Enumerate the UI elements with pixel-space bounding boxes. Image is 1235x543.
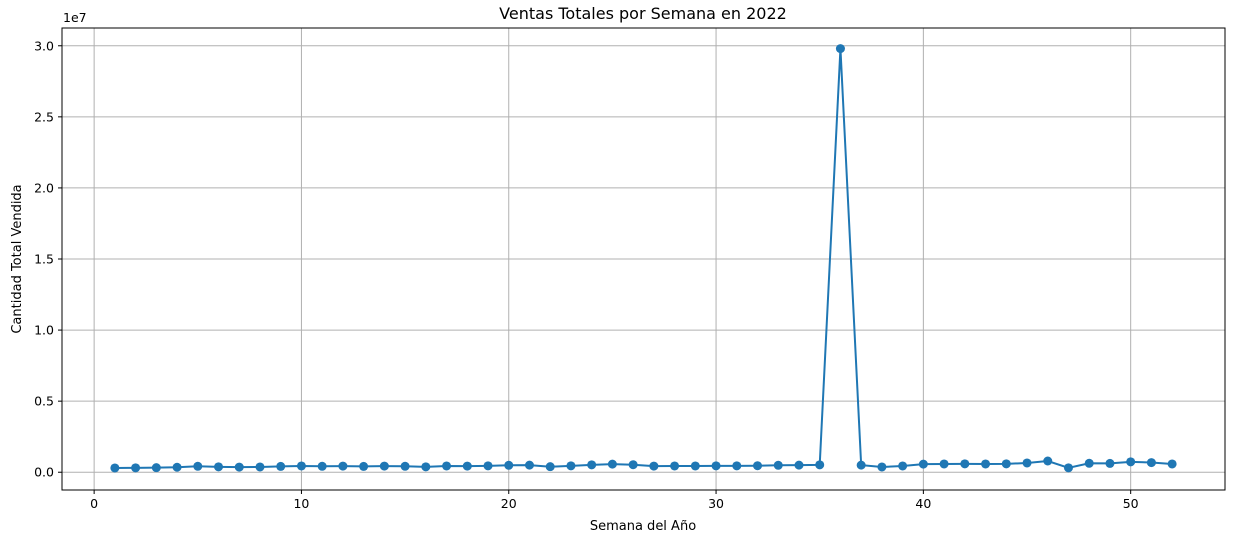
x-axis-label: Semana del Año — [590, 519, 696, 534]
data-point — [131, 463, 141, 473]
data-point — [856, 460, 866, 470]
y-tick-label: 2.0 — [34, 180, 54, 195]
data-point — [753, 461, 763, 471]
data-point — [960, 459, 970, 469]
data-point — [773, 460, 783, 470]
data-point — [981, 459, 991, 469]
data-point — [504, 460, 514, 470]
data-point — [1084, 458, 1094, 468]
data-point — [566, 461, 576, 471]
y-axis-offset-label: 1e7 — [63, 10, 87, 25]
data-point — [835, 44, 845, 54]
x-tick-label: 10 — [293, 496, 309, 511]
y-axis-label: Cantidad Total Vendida — [10, 184, 25, 333]
x-axis-ticks: 0 10 20 30 40 50 — [90, 490, 1139, 511]
data-point — [462, 461, 472, 471]
data-point — [483, 461, 493, 471]
data-point — [151, 463, 161, 473]
y-tick-label: 0.5 — [34, 394, 54, 409]
y-tick-label: 1.0 — [34, 323, 54, 338]
data-point — [524, 460, 534, 470]
chart-title: Ventas Totales por Semana en 2022 — [499, 4, 787, 23]
series-points-group — [110, 44, 1177, 473]
data-point — [898, 461, 908, 471]
data-point — [545, 462, 555, 472]
data-point — [815, 460, 825, 470]
data-point — [1146, 458, 1156, 468]
data-point — [317, 461, 327, 471]
y-tick-label: 2.5 — [34, 109, 54, 124]
x-tick-label: 50 — [1123, 496, 1139, 511]
data-point — [711, 461, 721, 471]
grid-lines — [62, 28, 1225, 490]
data-point — [359, 461, 369, 471]
data-point — [1043, 456, 1053, 466]
data-point — [877, 462, 887, 472]
data-point — [110, 463, 120, 473]
data-point — [214, 462, 224, 472]
data-point — [918, 459, 928, 469]
data-point — [172, 462, 182, 472]
y-tick-label: 0.0 — [34, 465, 54, 480]
data-point — [649, 461, 659, 471]
data-point — [939, 459, 949, 469]
data-point — [732, 461, 742, 471]
x-tick-label: 30 — [708, 496, 724, 511]
data-point — [670, 461, 680, 471]
y-axis-ticks: 0.0 0.5 1.0 1.5 2.0 2.5 3.0 — [34, 38, 62, 480]
data-point — [1022, 458, 1032, 468]
x-tick-label: 20 — [501, 496, 517, 511]
data-point — [421, 462, 431, 472]
data-point — [234, 462, 244, 472]
data-point — [1126, 457, 1136, 467]
data-point — [587, 460, 597, 470]
data-point — [628, 460, 638, 470]
series-line — [114, 48, 1173, 469]
x-tick-label: 40 — [915, 496, 931, 511]
data-point — [442, 461, 452, 471]
x-tick-label: 0 — [90, 496, 98, 511]
y-tick-label: 1.5 — [34, 252, 54, 267]
data-point — [1001, 459, 1011, 469]
y-tick-label: 3.0 — [34, 38, 54, 53]
data-point — [1105, 458, 1115, 468]
data-point — [338, 461, 348, 471]
data-point — [255, 462, 265, 472]
data-point — [794, 460, 804, 470]
data-point — [296, 461, 306, 471]
data-point — [1063, 463, 1073, 473]
data-point — [379, 461, 389, 471]
series-line-group — [114, 48, 1173, 469]
data-point — [1167, 459, 1177, 469]
data-point — [276, 461, 286, 471]
data-point — [193, 461, 203, 471]
data-point — [400, 461, 410, 471]
data-point — [607, 459, 617, 469]
data-point — [690, 461, 700, 471]
